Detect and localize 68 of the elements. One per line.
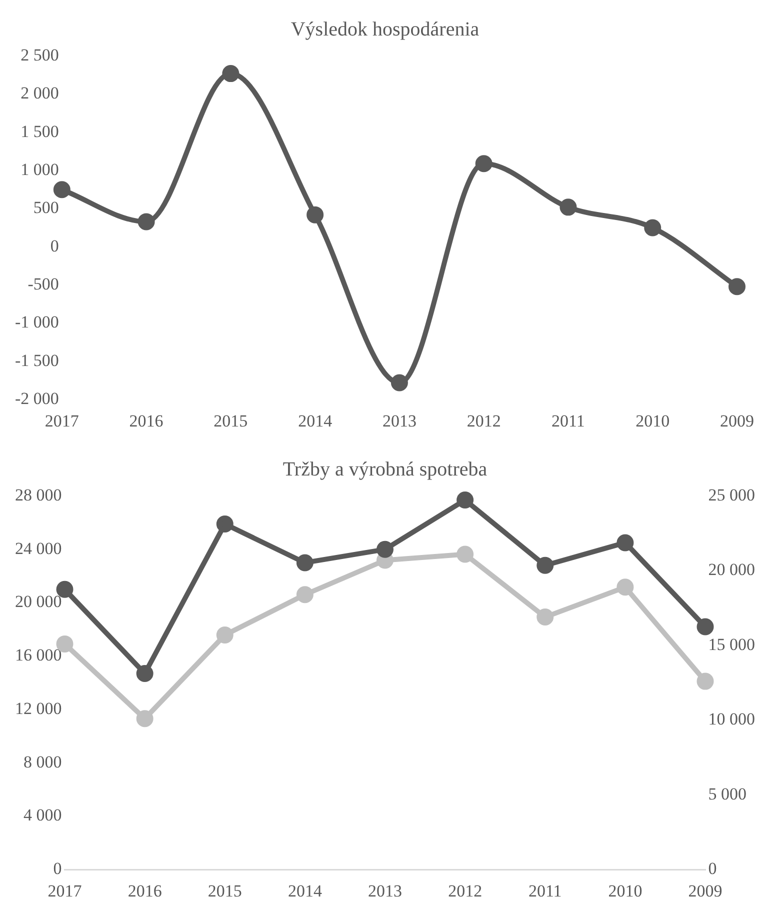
x-tick-label: 2017: [48, 881, 82, 900]
y-tick-label: 2 500: [20, 45, 59, 64]
y2-tick-label: 0: [708, 859, 717, 878]
y-tick-label: 20 000: [15, 592, 62, 612]
point: [222, 65, 240, 82]
point: [644, 219, 662, 236]
x-tick-label: 2012: [448, 881, 482, 900]
y-tick-label: 12 000: [15, 698, 62, 718]
point: [296, 586, 314, 604]
x-tick-label: 2014: [288, 881, 322, 900]
point: [696, 672, 714, 690]
x-tick-label: 2009: [688, 881, 722, 900]
y-tick-label: 8 000: [24, 752, 62, 772]
x-tick-label: 2016: [129, 411, 164, 430]
point: [296, 554, 314, 572]
x-tick-label: 2017: [44, 411, 80, 430]
y2-tick-label: 5 000: [708, 784, 746, 804]
point: [390, 374, 408, 392]
y-tick-label: 1 000: [20, 160, 59, 179]
x-tick-label: 2010: [636, 411, 670, 430]
x-tick-label: 2013: [382, 411, 416, 430]
y2-tick-label: 15 000: [708, 634, 755, 654]
y-tick-label: 2 000: [20, 84, 59, 103]
y-tick-label: -500: [28, 274, 59, 294]
x-tick-label: 2016: [128, 881, 162, 900]
chart-title: Výsledok hospodárenia: [290, 18, 480, 40]
point: [138, 213, 155, 230]
point: [456, 492, 474, 509]
y-tick-label: -1 500: [14, 350, 59, 370]
point: [728, 278, 746, 296]
x-tick-label: 2015: [214, 411, 248, 430]
y-tick-label: 500: [33, 198, 59, 218]
point: [536, 608, 554, 626]
chart-title: Tržby a výrobná spotreba: [282, 458, 488, 480]
y-tick-label: -1 000: [14, 312, 59, 332]
point: [560, 198, 577, 216]
point: [376, 540, 394, 558]
point: [136, 710, 154, 728]
point: [216, 626, 234, 644]
x-tick-label: 2009: [720, 411, 754, 430]
y-tick-label: 4 000: [24, 806, 62, 825]
y2-tick-label: 20 000: [708, 560, 755, 580]
x-tick-label: 2011: [528, 881, 562, 900]
y-tick-label: 16 000: [15, 646, 62, 665]
point: [306, 206, 324, 224]
point: [616, 578, 634, 596]
point: [536, 556, 554, 574]
x-tick-label: 2011: [552, 411, 585, 430]
y-tick-label: 1 500: [20, 122, 59, 141]
point: [136, 664, 154, 682]
y-tick-label: 0: [53, 859, 62, 878]
x-tick-label: 2010: [608, 881, 642, 900]
x-tick-label: 2013: [368, 881, 402, 900]
point: [475, 155, 492, 172]
y-tick-label: 28 000: [15, 485, 62, 504]
x-tick-label: 2014: [298, 411, 333, 430]
y-tick-label: -2 000: [14, 389, 59, 408]
y-tick-label: 24 000: [15, 538, 62, 558]
point: [456, 546, 474, 563]
point: [696, 618, 714, 636]
y2-tick-label: 25 000: [708, 485, 755, 504]
point: [216, 516, 234, 533]
x-tick-label: 2012: [466, 411, 501, 430]
y-tick-label: 0: [50, 236, 59, 256]
x-tick-label: 2015: [208, 881, 242, 900]
point: [53, 181, 70, 198]
y2-tick-label: 10 000: [708, 710, 755, 729]
point: [616, 534, 634, 552]
